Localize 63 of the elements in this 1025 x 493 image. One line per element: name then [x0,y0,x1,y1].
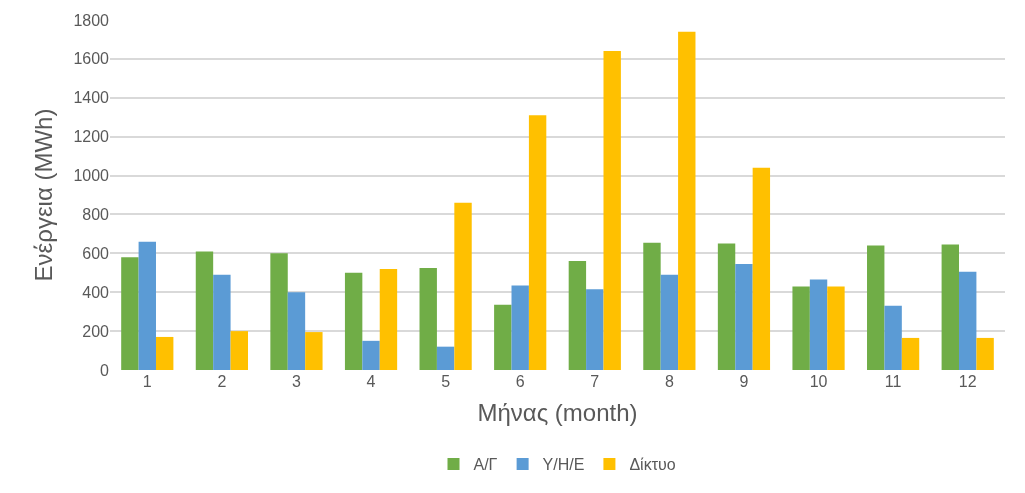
x-tick-label: 7 [590,373,600,390]
x-tick-label: 5 [441,373,451,390]
y-axis-title: Ενέργεια (MWh) [30,108,57,282]
y-tick-label: 400 [82,283,110,301]
bar [792,286,810,370]
bar [344,272,363,370]
x-tick-label: 6 [515,373,525,390]
bar [195,251,214,370]
y-tick-label: 800 [82,206,110,224]
legend-label: Δίκτυο [629,456,676,474]
x-tick-label: 4 [366,373,376,390]
x-tick-label: 3 [292,373,302,390]
bar [568,261,587,370]
x-tick-label: 8 [664,373,674,390]
y-tick-label: 1400 [73,89,110,107]
bar [379,268,398,370]
y-tick-label: 1600 [73,50,110,68]
x-tick-label: 12 [958,373,977,390]
bar [752,167,771,370]
bar [528,115,547,370]
bar [287,292,306,370]
bar [230,331,248,370]
x-tick-label: 1 [142,373,152,390]
bar [454,202,472,370]
bar [809,279,828,370]
bar [827,286,845,370]
bar [941,244,960,370]
bar [678,31,696,370]
bar [643,242,661,370]
bar [270,253,288,370]
bar [511,285,529,370]
bar [362,340,380,370]
bar [138,241,156,370]
bar [155,336,174,370]
x-tick-label: 10 [809,373,828,390]
bar [586,289,604,370]
bar [213,274,231,370]
y-tick-label: 200 [82,322,110,340]
bar [959,271,977,370]
bar [717,243,736,370]
y-tick-label: 1800 [73,11,110,29]
y-tick-label: 1000 [73,167,110,185]
bar [419,267,437,370]
bar [436,346,455,370]
bar [884,305,902,370]
bar [305,332,323,370]
legend-label: Α/Γ [473,456,498,474]
x-axis-title: Μήνας (month) [477,399,638,427]
y-tick-label: 0 [100,361,110,379]
bar [660,274,679,370]
bar [901,337,920,370]
bar [976,337,994,370]
y-tick-label: 1200 [73,128,110,146]
bar [603,51,621,370]
x-tick-label: 9 [739,373,749,390]
bar [494,304,512,370]
x-tick-label: 11 [884,373,902,390]
y-tick-label: 600 [82,244,110,262]
x-tick-label: 2 [217,373,227,390]
bar [867,245,885,370]
legend-label: Υ/Η/Ε [542,456,585,474]
bar [735,264,753,370]
bar [121,257,139,370]
